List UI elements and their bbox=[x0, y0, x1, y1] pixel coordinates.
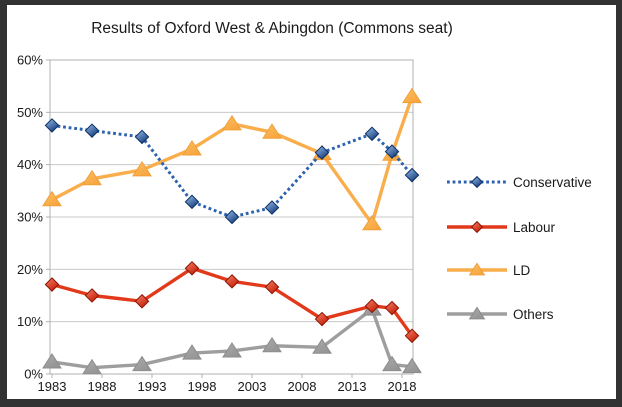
svg-text:0%: 0% bbox=[24, 367, 43, 382]
legend-item-conservative: Conservative bbox=[446, 174, 592, 190]
legend-label: Others bbox=[513, 306, 554, 322]
svg-text:2013: 2013 bbox=[338, 379, 367, 394]
legend-label: Conservative bbox=[513, 174, 592, 190]
svg-text:1993: 1993 bbox=[138, 379, 167, 394]
svg-text:30%: 30% bbox=[17, 210, 43, 225]
svg-text:1988: 1988 bbox=[88, 379, 117, 394]
legend-item-ld: LD bbox=[446, 262, 530, 278]
ld-line-swatch-icon bbox=[447, 262, 507, 276]
svg-text:2018: 2018 bbox=[388, 379, 417, 394]
svg-text:50%: 50% bbox=[17, 105, 43, 120]
svg-text:40%: 40% bbox=[17, 157, 43, 172]
legend-label: Labour bbox=[513, 219, 556, 235]
svg-text:1983: 1983 bbox=[38, 379, 67, 394]
labour-line-swatch-icon bbox=[447, 220, 507, 234]
legend-item-labour: Labour bbox=[446, 219, 555, 235]
line-chart-plot: 0% 10% 20% 30% 40% 50% 60% 1983 1988 1993 1998 2003… bbox=[17, 53, 422, 394]
legend-item-others: Others bbox=[446, 306, 554, 322]
chart-title: Results of Oxford West & Abingdon (Commo… bbox=[91, 20, 453, 37]
others-line-swatch-icon bbox=[447, 306, 507, 320]
legend-label: LD bbox=[513, 262, 531, 278]
conservative-line-swatch-icon bbox=[447, 175, 507, 189]
svg-text:60%: 60% bbox=[17, 53, 43, 68]
svg-text:2003: 2003 bbox=[238, 379, 267, 394]
svg-text:20%: 20% bbox=[17, 262, 43, 277]
svg-text:10%: 10% bbox=[17, 314, 43, 329]
svg-text:1998: 1998 bbox=[188, 379, 217, 394]
svg-text:2008: 2008 bbox=[288, 379, 317, 394]
